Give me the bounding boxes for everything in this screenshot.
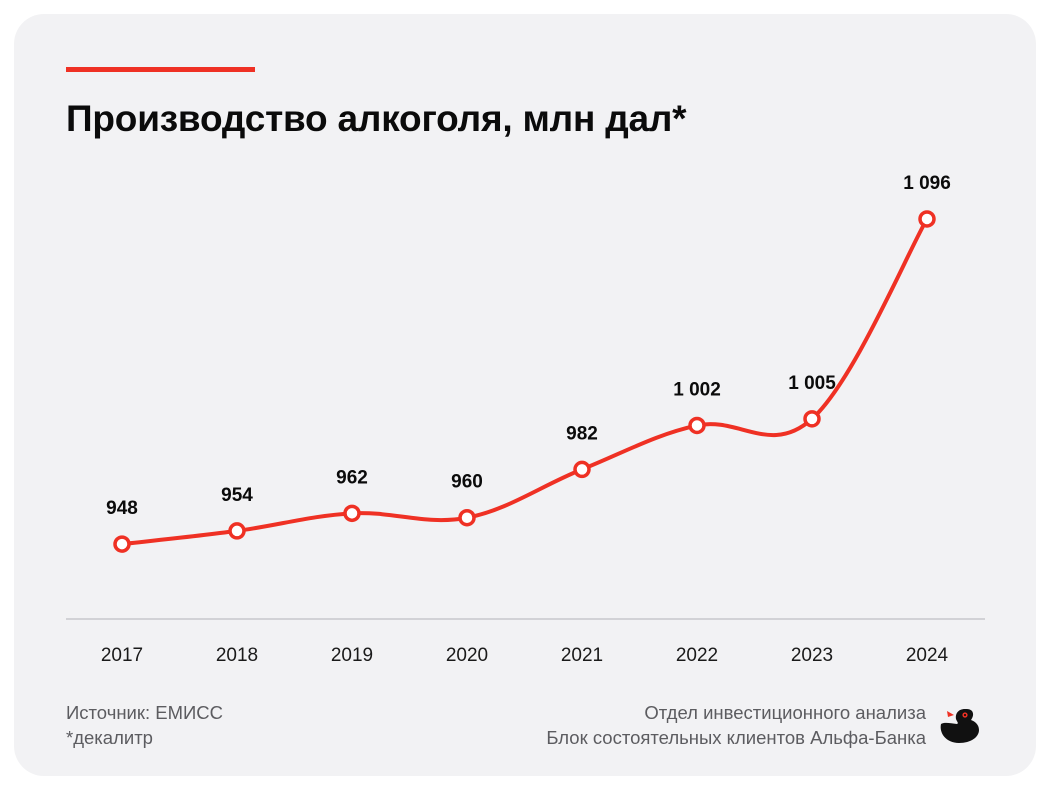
data-point-2019 bbox=[343, 504, 361, 523]
data-label-2021: 982 bbox=[566, 423, 598, 444]
x-tick-label-2021: 2021 bbox=[561, 645, 603, 666]
data-label-2018: 954 bbox=[221, 485, 253, 506]
data-label-2023: 1 005 bbox=[788, 373, 836, 394]
data-point-2017 bbox=[113, 535, 131, 553]
division-text: Блок состоятельных клиентов Альфа-Банка bbox=[546, 727, 926, 748]
data-point-2018 bbox=[228, 522, 246, 540]
department-text: Отдел инвестиционного анализа bbox=[644, 702, 926, 723]
x-tick-label-2022: 2022 bbox=[676, 645, 718, 666]
data-point-2024 bbox=[918, 210, 936, 228]
data-label-2022: 1 002 bbox=[673, 379, 721, 400]
chart-title: Производство алкоголя, млн дал* bbox=[66, 98, 687, 139]
data-point-2020 bbox=[458, 508, 476, 527]
x-tick-label-2018: 2018 bbox=[216, 645, 258, 666]
x-tick-label-2023: 2023 bbox=[791, 645, 833, 666]
data-label-2019: 962 bbox=[336, 467, 368, 488]
footer-right: Отдел инвестиционного анализа Блок состо… bbox=[546, 700, 926, 750]
data-point-2021 bbox=[573, 460, 591, 479]
data-label-2024: 1 096 bbox=[903, 173, 951, 194]
chart-card bbox=[14, 14, 1036, 776]
source-text: Источник: ЕМИСС bbox=[66, 702, 224, 723]
unit-note: *декалитр bbox=[66, 727, 153, 748]
data-point-2022 bbox=[688, 416, 706, 435]
x-tick-label-2019: 2019 bbox=[331, 645, 373, 666]
duck-icon bbox=[940, 709, 979, 743]
x-tick-label-2024: 2024 bbox=[906, 645, 949, 666]
data-label-2020: 960 bbox=[451, 472, 483, 493]
x-tick-label-2020: 2020 bbox=[446, 645, 488, 666]
data-point-2023 bbox=[803, 410, 821, 428]
x-tick-label-2017: 2017 bbox=[101, 645, 143, 666]
data-label-2017: 948 bbox=[106, 498, 138, 519]
accent-bar bbox=[66, 67, 255, 72]
footer-left: Источник: ЕМИСС *декалитр bbox=[66, 700, 223, 750]
